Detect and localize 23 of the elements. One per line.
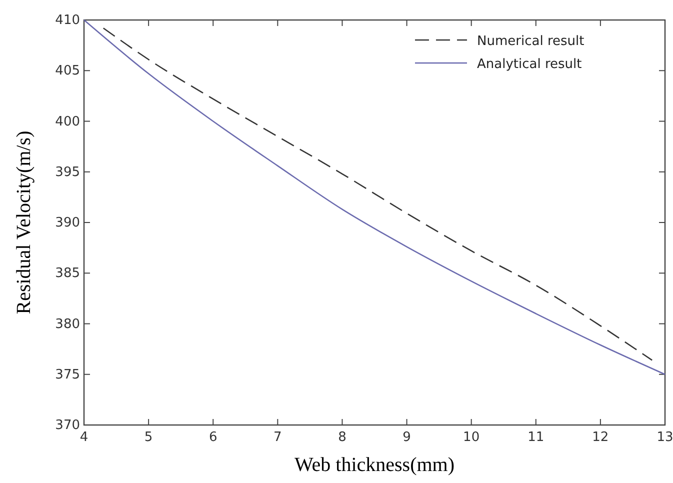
legend-label: Analytical result <box>477 57 582 72</box>
y-tick-label: 410 <box>55 13 80 28</box>
x-tick-label: 12 <box>592 430 609 445</box>
x-tick-label: 8 <box>338 430 346 445</box>
x-tick-label: 5 <box>144 430 153 445</box>
x-tick-label: 6 <box>208 430 218 445</box>
x-tick-label: 13 <box>656 430 673 445</box>
y-tick-label: 405 <box>55 64 80 79</box>
x-tick-label: 11 <box>528 430 544 445</box>
x-tick-label: 9 <box>402 430 411 445</box>
x-tick-label: 10 <box>463 430 480 445</box>
y-tick-label: 395 <box>55 164 80 180</box>
legend-label: Numerical result <box>477 34 584 49</box>
y-tick-label: 390 <box>55 216 80 230</box>
y-tick-label: 385 <box>55 266 80 282</box>
y-tick-label: 380 <box>55 316 80 332</box>
x-tick-label: 4 <box>80 430 88 445</box>
x-tick-label: 7 <box>274 430 282 445</box>
x-axis-title: Web thickness(mm) <box>294 454 455 476</box>
y-tick-label: 370 <box>55 418 80 433</box>
y-axis-title: Residual Velocity(m/s) <box>13 130 35 314</box>
y-tick-label: 400 <box>55 114 80 130</box>
y-tick-label: 375 <box>55 367 80 382</box>
